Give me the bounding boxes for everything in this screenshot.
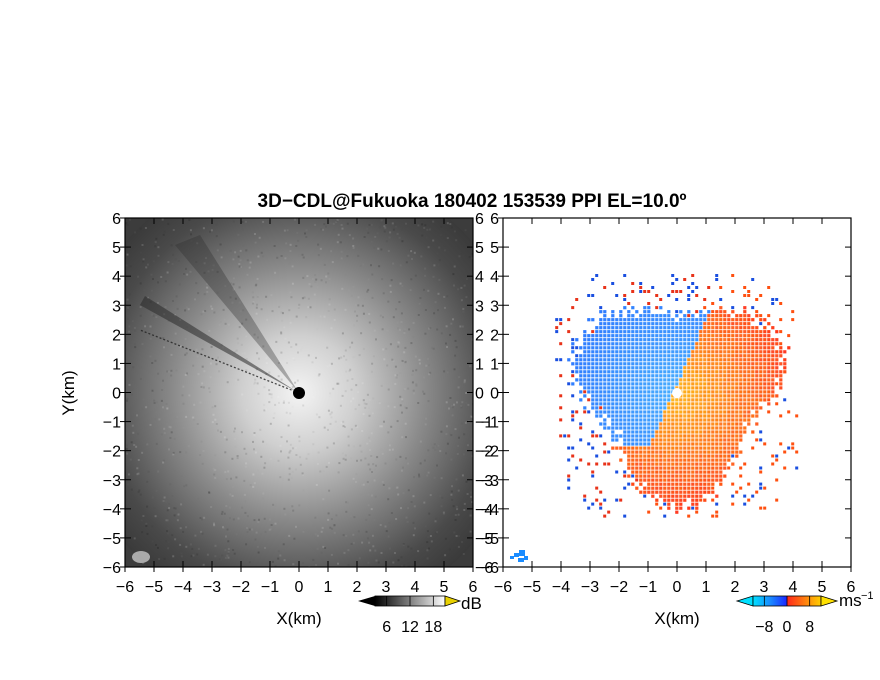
x-tick-label: −6	[116, 579, 134, 596]
x-tick-label: −2	[232, 579, 250, 596]
x-tick-label: 0	[673, 579, 682, 596]
colorbar-unit-ms: ms	[839, 591, 862, 610]
y-tick-label: 4	[112, 269, 121, 286]
y-tick-label: 4	[490, 269, 499, 286]
y-tick-label-inner: 6	[475, 211, 484, 228]
velocity-colorbar: −8 0 8 ms −1	[735, 590, 874, 636]
y-tick-label: 2	[490, 327, 499, 344]
y-tick-label: 3	[112, 298, 121, 315]
y-tick-label: 5	[112, 240, 121, 257]
reflectivity-colorbar: 6 12 18 dB	[358, 594, 482, 636]
x-tick-label: 4	[411, 579, 420, 596]
x-tick-label: 0	[295, 579, 304, 596]
colorbar-tick-label: 18	[424, 619, 442, 636]
y-tick-label-inner: −4	[475, 502, 493, 519]
colorbar-tick-label: −8	[755, 619, 773, 636]
y-tick-label: −3	[481, 473, 499, 490]
x-axis-label-right: X(km)	[654, 609, 699, 628]
x-tick-label: −4	[174, 579, 192, 596]
x-tick-label: −4	[552, 579, 570, 596]
y-tick-label: −6	[103, 560, 121, 577]
x-tick-label: −5	[523, 579, 541, 596]
y-tick-label-inner: −1	[475, 415, 493, 432]
x-tick-label: 6	[469, 579, 478, 596]
y-tick-label: 0	[112, 386, 121, 403]
x-tick-label: 4	[789, 579, 798, 596]
x-tick-label: 2	[353, 579, 362, 596]
y-tick-label: −1	[103, 415, 121, 432]
y-tick-label-inner: −2	[475, 444, 493, 461]
x-tick-label: −2	[610, 579, 628, 596]
y-tick-label: −6	[481, 560, 499, 577]
y-tick-label: −5	[103, 531, 121, 548]
colorbar-tick-label: 8	[805, 619, 814, 636]
x-tick-label: 5	[440, 579, 449, 596]
x-tick-label: −6	[494, 579, 512, 596]
y-tick-label: −2	[481, 444, 499, 461]
colorbar-unit-exponent: −1	[861, 590, 874, 602]
x-tick-label: −3	[581, 579, 599, 596]
x-tick-label: 3	[382, 579, 391, 596]
x-tick-label: 6	[847, 579, 856, 596]
colorbar-tick-label: 0	[783, 619, 792, 636]
y-tick-label-inner: −3	[475, 473, 493, 490]
y-axis-label: Y(km)	[59, 370, 78, 415]
x-axis-label-left: X(km)	[276, 609, 321, 628]
colorbar-unit-db: dB	[461, 594, 482, 613]
x-tick-label: 1	[324, 579, 333, 596]
x-tick-label: −1	[639, 579, 657, 596]
y-tick-label: −4	[103, 502, 121, 519]
y-tick-label: 3	[490, 298, 499, 315]
y-tick-label: −4	[481, 502, 499, 519]
velocity-image	[503, 218, 851, 567]
radar-site-marker	[293, 387, 305, 399]
y-tick-label-inner: 2	[475, 327, 484, 344]
y-tick-label: 6	[112, 211, 121, 228]
y-tick-label-inner: −5	[475, 531, 493, 548]
y-tick-label: 1	[490, 356, 499, 373]
y-tick-label: −3	[103, 473, 121, 490]
x-tick-label: 3	[760, 579, 769, 596]
chart-title: 3D−CDL@Fukuoka 180402 153539 PPI EL=10.0…	[258, 191, 687, 212]
colorbar-tick-label: 6	[382, 619, 391, 636]
y-tick-label: 5	[490, 240, 499, 257]
reflectivity-image	[125, 218, 473, 567]
y-tick-label-inner: 0	[475, 386, 484, 403]
y-tick-label: 6	[490, 211, 499, 228]
radar-site-marker-velocity	[672, 388, 682, 398]
y-tick-label: −5	[481, 531, 499, 548]
colorbar-tick-label: 12	[401, 619, 419, 636]
y-tick-label: −1	[481, 415, 499, 432]
y-tick-label: 0	[490, 386, 499, 403]
x-tick-label: 1	[702, 579, 711, 596]
x-tick-label: −5	[145, 579, 163, 596]
y-tick-label-inner: 4	[475, 269, 484, 286]
y-tick-label: 2	[112, 327, 121, 344]
y-tick-label: 1	[112, 356, 121, 373]
y-tick-label-inner: −6	[475, 560, 493, 577]
y-tick-label: −2	[103, 444, 121, 461]
x-tick-label: −1	[261, 579, 279, 596]
y-tick-label-inner: 5	[475, 240, 484, 257]
x-tick-label: 2	[731, 579, 740, 596]
x-tick-label: 5	[818, 579, 827, 596]
y-tick-label-inner: 3	[475, 298, 484, 315]
x-tick-label: −3	[203, 579, 221, 596]
y-tick-label-inner: 1	[475, 356, 484, 373]
